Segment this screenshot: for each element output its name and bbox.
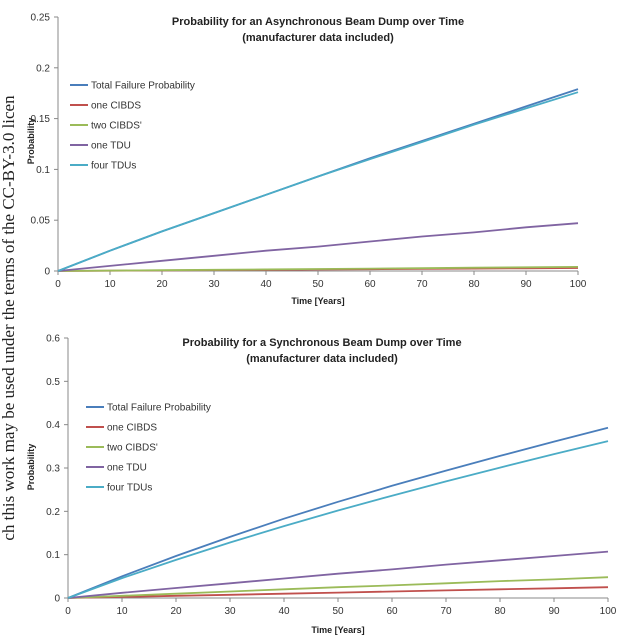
- x-tick-label: 70: [440, 606, 452, 617]
- y-tick-label: 0.1: [36, 165, 50, 176]
- x-tick-label: 10: [116, 606, 128, 617]
- x-tick-label: 0: [55, 279, 61, 290]
- y-tick-label: 0.25: [31, 13, 51, 24]
- legend-item-one-tdu: one TDU: [70, 141, 131, 152]
- y-tick-label: 0: [54, 594, 60, 605]
- series-line-one-cibds: [67, 586, 609, 599]
- series-lines: [57, 88, 579, 272]
- x-tick-label: 100: [570, 279, 587, 290]
- x-tick-label: 50: [332, 606, 344, 617]
- legend-item-one-tdu: one TDU: [86, 463, 147, 474]
- x-tick-label: 10: [104, 279, 116, 290]
- legend-label: one CIBDS: [107, 423, 157, 434]
- y-tick-label: 0.15: [31, 114, 51, 125]
- x-tick-label: 60: [364, 279, 376, 290]
- ticks: 0 10 20 30 40 50 60 70 80 90 100 0 0.1 0.2 0.3 0.4 0.5 0.…: [46, 334, 617, 618]
- y-tick-label: 0.1: [46, 550, 60, 561]
- series-line-two-cibds: [57, 266, 579, 272]
- x-tick-label: 40: [278, 606, 290, 617]
- y-tick-label: 0.2: [36, 63, 50, 74]
- legend-label: four TDUs: [107, 483, 152, 494]
- y-tick-label: 0.5: [46, 377, 60, 388]
- y-tick-label: 0.6: [46, 334, 60, 345]
- x-tick-label: 40: [260, 279, 272, 290]
- x-axis-label: Time [Years]: [311, 625, 364, 635]
- x-tick-label: 0: [65, 606, 71, 617]
- x-tick-label: 60: [386, 606, 398, 617]
- legend: Total Failure Probability one CIBDS two CI…: [70, 81, 195, 172]
- series-line-four-tdus: [57, 91, 579, 272]
- x-tick-label: 80: [494, 606, 506, 617]
- y-tick-label: 0: [44, 267, 50, 278]
- chart-subtitle: (manufacturer data included): [242, 32, 394, 44]
- y-tick-label: 0.4: [46, 420, 60, 431]
- legend-item-total-failure-probability: Total Failure Probability: [86, 403, 211, 414]
- legend-label: one TDU: [107, 463, 147, 474]
- ticks: 0 10 20 30 40 50 60 70 80 90 100 0 0.05 0.1 0.15 0.2 0.2…: [31, 13, 587, 291]
- legend-item-four-tdus: four TDUs: [86, 483, 152, 494]
- chart-title-group: Probability for a Synchronous Beam Dump …: [182, 337, 461, 365]
- x-tick-label: 90: [520, 279, 532, 290]
- series-lines: [67, 426, 609, 599]
- legend-label: one CIBDS: [91, 101, 141, 112]
- series-line-two-cibds: [67, 576, 609, 599]
- chart-title-group: Probability for an Asynchronous Beam Dum…: [172, 16, 464, 44]
- legend-label: one TDU: [91, 141, 131, 152]
- legend-item-two-cibds: two CIBDS': [70, 121, 142, 132]
- x-tick-label: 90: [548, 606, 560, 617]
- x-axis-label: Time [Years]: [291, 296, 344, 306]
- legend-label: Total Failure Probability: [91, 81, 195, 92]
- y-tick-label: 0.2: [46, 507, 60, 518]
- y-tick-label: 0.05: [31, 216, 51, 227]
- x-tick-label: 20: [170, 606, 182, 617]
- legend-item-one-cibds: one CIBDS: [86, 423, 157, 434]
- x-tick-label: 30: [208, 279, 220, 290]
- y-axis-label: Probability: [26, 444, 36, 491]
- x-tick-label: 80: [468, 279, 480, 290]
- legend-item-one-cibds: one CIBDS: [70, 101, 141, 112]
- x-tick-label: 70: [416, 279, 428, 290]
- chart-title: Probability for an Asynchronous Beam Dum…: [172, 16, 464, 28]
- legend-label: Total Failure Probability: [107, 403, 211, 414]
- legend-item-total-failure-probability: Total Failure Probability: [70, 81, 195, 92]
- x-tick-label: 50: [312, 279, 324, 290]
- x-tick-label: 30: [224, 606, 236, 617]
- legend-item-four-tdus: four TDUs: [70, 161, 136, 172]
- legend-label: two CIBDS': [91, 121, 142, 132]
- series-line-one-tdu: [57, 222, 579, 272]
- series-line-one-tdu: [67, 550, 609, 599]
- series-line-total-failure-probability: [67, 426, 609, 599]
- chart-subtitle: (manufacturer data included): [246, 353, 398, 365]
- legend-item-two-cibds: two CIBDS': [86, 443, 158, 454]
- y-axis-label: Probability: [26, 118, 36, 165]
- x-tick-label: 20: [156, 279, 168, 290]
- y-tick-label: 0.3: [46, 464, 60, 475]
- legend-label: four TDUs: [91, 161, 136, 172]
- legend: Total Failure Probability one CIBDS two CI…: [86, 403, 211, 494]
- chart-title: Probability for a Synchronous Beam Dump …: [182, 337, 461, 349]
- legend-label: two CIBDS': [107, 443, 158, 454]
- series-line-four-tdus: [67, 440, 609, 599]
- x-tick-label: 100: [600, 606, 617, 617]
